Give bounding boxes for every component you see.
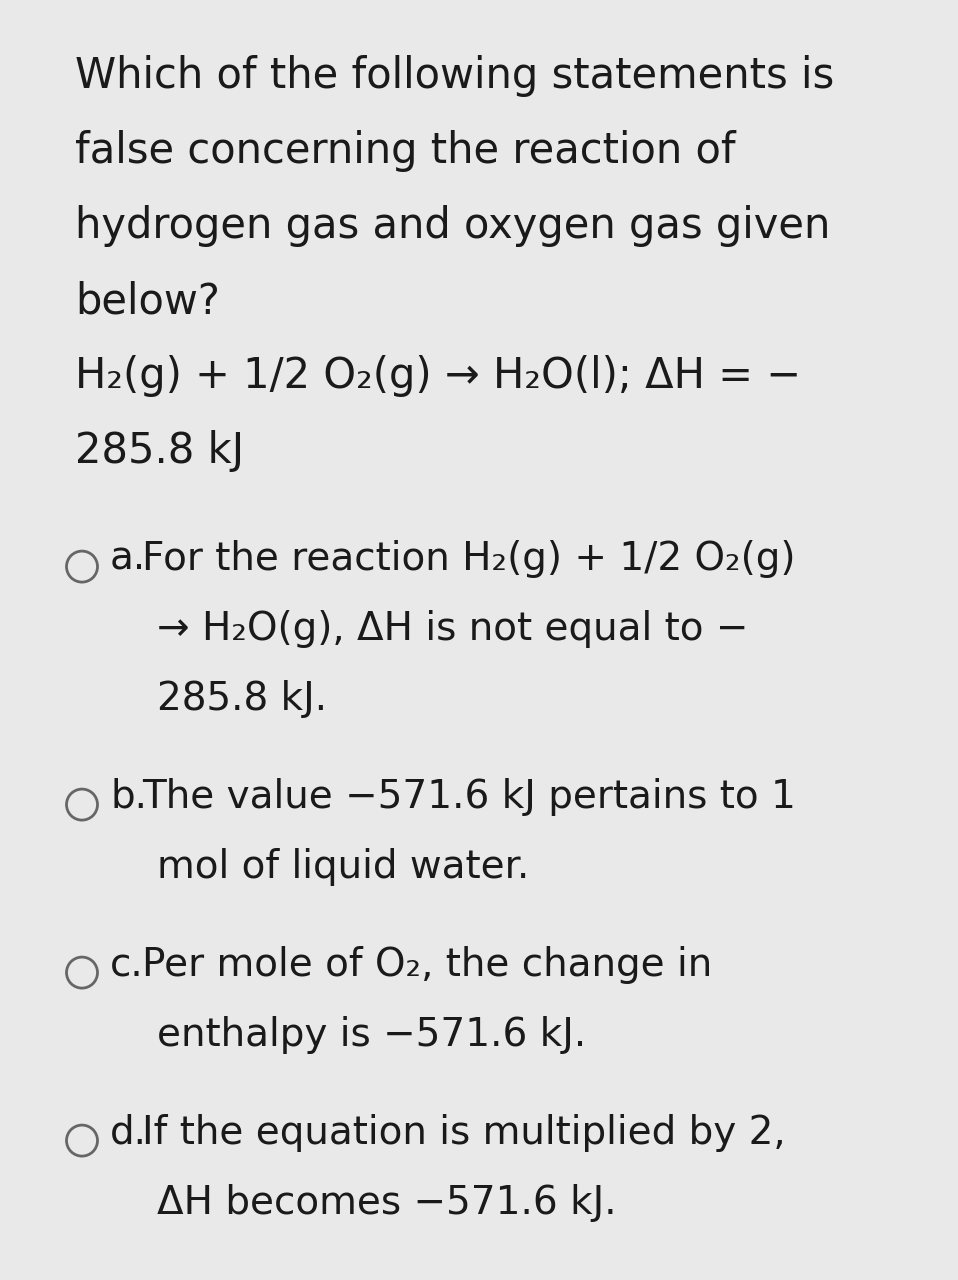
- Text: The value −571.6 kJ pertains to 1: The value −571.6 kJ pertains to 1: [142, 778, 796, 817]
- Text: If the equation is multiplied by 2,: If the equation is multiplied by 2,: [142, 1114, 786, 1152]
- Text: a.: a.: [110, 540, 147, 579]
- Text: H₂(g) + 1/2 O₂(g) → H₂O(l); ΔH = −: H₂(g) + 1/2 O₂(g) → H₂O(l); ΔH = −: [75, 355, 801, 397]
- Text: For the reaction H₂(g) + 1/2 O₂(g): For the reaction H₂(g) + 1/2 O₂(g): [142, 540, 795, 579]
- Text: c.: c.: [110, 946, 144, 984]
- Text: Per mole of O₂, the change in: Per mole of O₂, the change in: [142, 946, 712, 984]
- Text: b.: b.: [110, 778, 147, 817]
- Text: 285.8 kJ.: 285.8 kJ.: [157, 680, 327, 718]
- Text: false concerning the reaction of: false concerning the reaction of: [75, 131, 736, 172]
- Text: hydrogen gas and oxygen gas given: hydrogen gas and oxygen gas given: [75, 205, 831, 247]
- Text: mol of liquid water.: mol of liquid water.: [157, 849, 530, 886]
- Text: ΔH becomes −571.6 kJ.: ΔH becomes −571.6 kJ.: [157, 1184, 617, 1222]
- Text: → H₂O(g), ΔH is not equal to −: → H₂O(g), ΔH is not equal to −: [157, 611, 748, 648]
- Text: Which of the following statements is: Which of the following statements is: [75, 55, 834, 97]
- Text: 285.8 kJ: 285.8 kJ: [75, 430, 244, 472]
- Text: d.: d.: [110, 1114, 147, 1152]
- Text: enthalpy is −571.6 kJ.: enthalpy is −571.6 kJ.: [157, 1016, 586, 1053]
- Text: below?: below?: [75, 280, 220, 323]
